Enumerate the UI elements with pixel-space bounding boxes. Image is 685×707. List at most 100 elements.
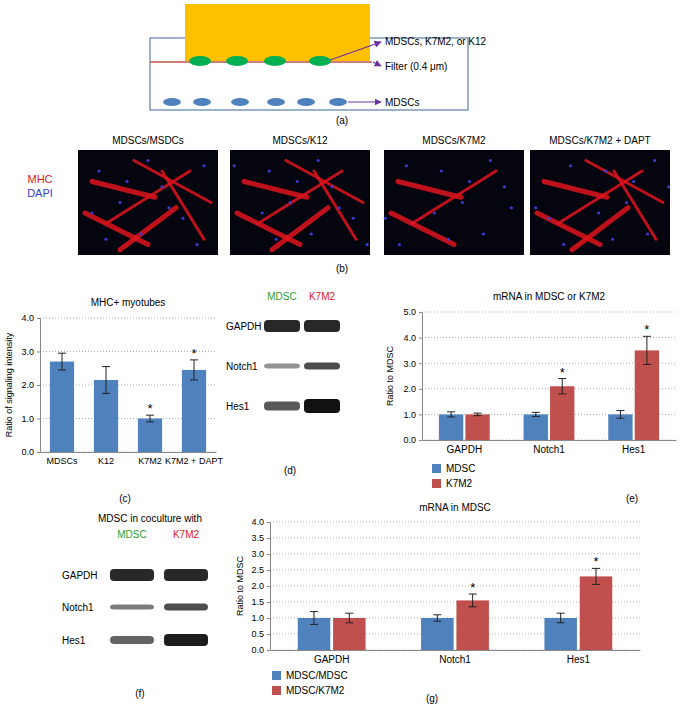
tick-label: Notch1 bbox=[533, 444, 565, 455]
error-cap bbox=[146, 421, 154, 422]
micrographs: MDSCs/MSDCsMDSCs/K12MDSCs/K7M2MDSCs/K7M2… bbox=[27, 135, 670, 274]
x-tick: K7M2 + DAPT bbox=[165, 452, 223, 466]
error-cap bbox=[58, 369, 66, 370]
grid bbox=[270, 522, 640, 650]
band bbox=[304, 363, 340, 370]
plot-area bbox=[439, 336, 659, 440]
nucleus bbox=[646, 232, 649, 235]
bar bbox=[421, 618, 454, 650]
insert bbox=[185, 4, 370, 61]
error-cap bbox=[447, 416, 455, 417]
nucleus bbox=[310, 232, 313, 235]
annotation: * bbox=[644, 322, 649, 337]
error-bar bbox=[345, 613, 353, 623]
tick-label: Notch1 bbox=[439, 654, 471, 665]
arrow bbox=[330, 42, 381, 60]
error-bar bbox=[447, 412, 455, 417]
myotube bbox=[537, 213, 600, 245]
myotube bbox=[314, 171, 356, 239]
nucleus bbox=[440, 169, 443, 172]
y-tick: 0.0 bbox=[21, 447, 40, 457]
y-axis: 0.00.51.01.52.02.53.03.54.0 bbox=[251, 517, 270, 655]
myotube bbox=[244, 182, 307, 198]
axis-title: Ratio to MDSC bbox=[385, 345, 395, 406]
nucleus bbox=[461, 201, 464, 204]
tick-label: 4.0 bbox=[251, 517, 264, 527]
stain-label: DAPI bbox=[27, 187, 53, 199]
panel-label: (g) bbox=[426, 693, 438, 704]
error-cap bbox=[102, 366, 110, 367]
x-axis-line bbox=[271, 650, 641, 651]
tick-label: 2.0 bbox=[21, 380, 34, 390]
tick-mark bbox=[267, 618, 270, 619]
bar bbox=[333, 618, 366, 650]
nucleus bbox=[146, 159, 149, 162]
legend: MDSC/MDSCMDSC/K7M2 bbox=[272, 670, 348, 696]
band bbox=[110, 569, 154, 581]
row-label: Notch1 bbox=[226, 361, 258, 372]
nucleus bbox=[667, 185, 670, 188]
nucleus bbox=[167, 206, 170, 209]
grid bbox=[422, 312, 676, 440]
y-tick: 4.0 bbox=[21, 313, 40, 323]
myotube bbox=[162, 171, 204, 239]
myotube bbox=[237, 213, 300, 245]
error-cap bbox=[345, 622, 353, 623]
tick-label: 3.0 bbox=[403, 359, 416, 369]
tick-mark bbox=[267, 538, 270, 539]
myotube bbox=[544, 182, 607, 198]
nucleus bbox=[268, 169, 271, 172]
x-axis-line bbox=[423, 440, 677, 441]
nucleus bbox=[181, 217, 184, 220]
error-cap bbox=[557, 622, 565, 623]
x-axis: GAPDHNotch1Hes1 bbox=[423, 440, 677, 455]
tick-mark bbox=[267, 602, 270, 603]
tick-label: 1.0 bbox=[251, 613, 264, 623]
nucleus bbox=[125, 180, 128, 183]
bar bbox=[608, 414, 632, 440]
error-line bbox=[535, 412, 536, 416]
legend-label: MDSC bbox=[446, 463, 475, 474]
lower-cell bbox=[267, 98, 285, 106]
micrograph bbox=[384, 150, 524, 255]
lane-label: MDSC bbox=[117, 529, 146, 540]
band bbox=[164, 604, 208, 611]
error-cap bbox=[474, 415, 482, 416]
stain-label: MHC bbox=[27, 173, 52, 185]
y-tick: 2.5 bbox=[251, 565, 270, 575]
error-cap bbox=[433, 621, 441, 622]
bar-chart: 0.00.51.01.52.02.53.03.54.0GAPDHNotch1He… bbox=[235, 502, 641, 704]
tick-label: 3.0 bbox=[251, 549, 264, 559]
bar bbox=[544, 618, 577, 650]
tick-label: MDSCs bbox=[47, 456, 78, 466]
y-tick: 0.0 bbox=[251, 645, 270, 655]
lower-cell bbox=[193, 98, 211, 106]
tick-label: 0.0 bbox=[403, 435, 416, 445]
tick-mark bbox=[419, 389, 422, 390]
nucleus bbox=[503, 185, 506, 188]
panel-label: (a) bbox=[336, 115, 348, 126]
error-line bbox=[349, 613, 350, 623]
error-bar bbox=[557, 613, 565, 623]
tick-label: 3.5 bbox=[251, 533, 264, 543]
tick-label: 5.0 bbox=[403, 307, 416, 317]
legend-swatch bbox=[272, 671, 281, 680]
y-tick: 2.0 bbox=[21, 380, 40, 390]
lower-cell bbox=[297, 98, 315, 106]
legend-label: MDSC/MDSC bbox=[286, 670, 348, 681]
upper-cell bbox=[264, 56, 286, 66]
arrow bbox=[373, 62, 381, 66]
tick-label: K7M2 + DAPT bbox=[165, 456, 223, 466]
diagram-label: Filter (0.4 μm) bbox=[385, 61, 447, 72]
bar-chart: 0.01.02.03.04.0MDSCsK12K7M2K7M2 + DAPT**… bbox=[4, 297, 223, 504]
nucleus bbox=[548, 217, 551, 220]
myotube bbox=[586, 161, 663, 203]
error-line bbox=[314, 612, 315, 625]
lower-cell bbox=[163, 98, 181, 106]
row-label: Hes1 bbox=[62, 635, 86, 646]
error-cap bbox=[469, 606, 477, 607]
x-tick: MDSCs bbox=[47, 452, 78, 466]
nucleus bbox=[482, 232, 485, 235]
error-line bbox=[194, 360, 195, 380]
legend-label: K7M2 bbox=[446, 478, 473, 489]
